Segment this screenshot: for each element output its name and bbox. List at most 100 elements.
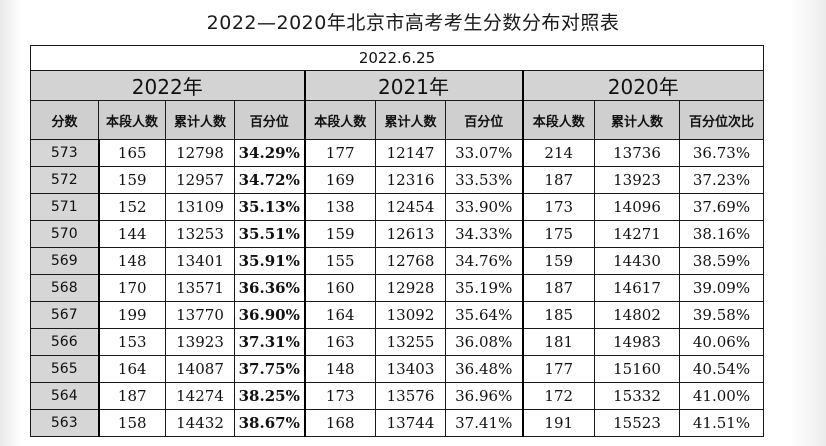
- percentile-ratio-2020-cell: 40.06%: [679, 328, 764, 356]
- percentile-2022-cell: 38.67%: [234, 409, 306, 437]
- cumulative-2022-cell: 14432: [165, 409, 235, 437]
- percentile-2021-cell: 34.33%: [445, 220, 524, 248]
- percentile-2022-cell: 37.31%: [234, 328, 306, 356]
- cumulative-2020-cell: 14802: [594, 301, 680, 329]
- cumulative-2021-cell: 12928: [375, 274, 446, 302]
- cumulative-2020-cell: 15523: [594, 409, 680, 437]
- percentile-2021-cell: 36.48%: [445, 355, 524, 383]
- cumulative-2020-cell: 14617: [594, 274, 680, 302]
- cumulative-2020-cell: 15160: [594, 355, 680, 383]
- segment-count-2020-cell: 214: [522, 139, 595, 167]
- year-header-2021: 2021年: [304, 70, 524, 101]
- segment-count-2022-cell: 152: [97, 193, 166, 221]
- cumulative-2021-cell: 13576: [375, 382, 446, 410]
- column-header-2021-cumulative: 累计人数: [375, 100, 446, 140]
- percentile-2021-cell: 35.19%: [445, 274, 524, 302]
- score-cell: 566: [30, 328, 99, 356]
- year-row: 2022年 2021年 2020年: [30, 70, 764, 101]
- column-header-2020-percentile-ratio: 百分位次比: [679, 100, 764, 140]
- percentile-2021-cell: 36.08%: [445, 328, 524, 356]
- percentile-2021-cell: 33.90%: [445, 193, 524, 221]
- score-cell: 568: [30, 274, 99, 302]
- percentile-ratio-2020-cell: 37.69%: [679, 193, 764, 221]
- percentile-2022-cell: 34.72%: [234, 166, 306, 194]
- cumulative-2021-cell: 13744: [375, 409, 446, 437]
- segment-count-2020-cell: 175: [522, 220, 595, 248]
- score-cell: 571: [30, 193, 99, 221]
- segment-count-2021-cell: 148: [304, 355, 376, 383]
- cumulative-2020-cell: 15332: [594, 382, 680, 410]
- cumulative-2022-cell: 12957: [165, 166, 235, 194]
- percentile-ratio-2020-cell: 38.59%: [679, 247, 764, 275]
- score-cell: 567: [30, 301, 99, 329]
- segment-count-2021-cell: 169: [304, 166, 376, 194]
- segment-count-2022-cell: 165: [97, 139, 166, 167]
- percentile-ratio-2020-cell: 38.16%: [679, 220, 764, 248]
- column-header-2022-percentile: 百分位: [234, 100, 306, 140]
- segment-count-2022-cell: 159: [97, 166, 166, 194]
- table-row: 573 165 12798 34.29% 177 12147 33.07% 214 13736 3…: [30, 139, 764, 167]
- segment-count-2020-cell: 191: [522, 409, 595, 437]
- segment-count-2021-cell: 138: [304, 193, 376, 221]
- percentile-2021-cell: 34.76%: [445, 247, 524, 275]
- table-row: 564 187 14274 38.25% 173 13576 36.96% 172 15332 4…: [30, 382, 764, 410]
- percentile-2021-cell: 36.96%: [445, 382, 524, 410]
- percentile-2022-cell: 35.13%: [234, 193, 306, 221]
- percentile-2022-cell: 36.90%: [234, 301, 306, 329]
- score-cell: 572: [30, 166, 99, 194]
- cumulative-2020-cell: 13923: [594, 166, 680, 194]
- cumulative-2021-cell: 12316: [375, 166, 446, 194]
- segment-count-2022-cell: 144: [97, 220, 166, 248]
- segment-count-2021-cell: 173: [304, 382, 376, 410]
- cumulative-2020-cell: 13736: [594, 139, 680, 167]
- percentile-2022-cell: 34.29%: [234, 139, 306, 167]
- segment-count-2022-cell: 153: [97, 328, 166, 356]
- column-header-score: 分数: [30, 100, 99, 140]
- cumulative-2022-cell: 13571: [165, 274, 235, 302]
- score-cell: 564: [30, 382, 99, 410]
- percentile-2021-cell: 33.53%: [445, 166, 524, 194]
- column-header-row: 分数 本段人数 累计人数 百分位 本段人数 累计人数 百分位 本段人数 累计人数…: [30, 100, 764, 140]
- column-header-2021-percentile: 百分位: [445, 100, 524, 140]
- table-row: 563 158 14432 38.67% 168 13744 37.41% 191 15523 4…: [30, 409, 764, 437]
- segment-count-2021-cell: 177: [304, 139, 376, 167]
- cumulative-2022-cell: 13401: [165, 247, 235, 275]
- segment-count-2022-cell: 148: [97, 247, 166, 275]
- column-header-2022-cumulative: 累计人数: [165, 100, 235, 140]
- percentile-2021-cell: 37.41%: [445, 409, 524, 437]
- percentile-ratio-2020-cell: 39.58%: [679, 301, 764, 329]
- table-row: 570 144 13253 35.51% 159 12613 34.33% 175 14271 3…: [30, 220, 764, 248]
- cumulative-2021-cell: 13403: [375, 355, 446, 383]
- cumulative-2020-cell: 14983: [594, 328, 680, 356]
- segment-count-2020-cell: 172: [522, 382, 595, 410]
- cumulative-2022-cell: 14274: [165, 382, 235, 410]
- year-header-2022: 2022年: [30, 70, 306, 101]
- cumulative-2021-cell: 12454: [375, 193, 446, 221]
- percentile-2022-cell: 35.91%: [234, 247, 306, 275]
- cumulative-2021-cell: 13092: [375, 301, 446, 329]
- column-header-2020-segment-count: 本段人数: [522, 100, 595, 140]
- page-title: 2022—2020年北京市高考考生分数分布对照表: [206, 12, 620, 34]
- score-cell: 563: [30, 409, 99, 437]
- segment-count-2022-cell: 164: [97, 355, 166, 383]
- cumulative-2022-cell: 13923: [165, 328, 235, 356]
- segment-count-2020-cell: 181: [522, 328, 595, 356]
- percentile-2021-cell: 33.07%: [445, 139, 524, 167]
- cumulative-2020-cell: 14096: [594, 193, 680, 221]
- column-header-2022-segment-count: 本段人数: [98, 100, 166, 140]
- percentile-ratio-2020-cell: 41.00%: [679, 382, 764, 410]
- table-row: 566 153 13923 37.31% 163 13255 36.08% 181 14983 4…: [30, 328, 764, 356]
- column-header-2020-cumulative: 累计人数: [594, 100, 680, 140]
- table-row: 567 199 13770 36.90% 164 13092 35.64% 185 14802 3…: [30, 301, 764, 329]
- cumulative-2021-cell: 12613: [375, 220, 446, 248]
- date-row: 2022.6.25: [30, 45, 764, 71]
- percentile-ratio-2020-cell: 40.54%: [679, 355, 764, 383]
- cumulative-2020-cell: 14271: [594, 220, 680, 248]
- percentile-2022-cell: 38.25%: [234, 382, 306, 410]
- score-cell: 565: [30, 355, 99, 383]
- score-cell: 573: [30, 139, 99, 167]
- segment-count-2020-cell: 177: [522, 355, 595, 383]
- segment-count-2021-cell: 159: [304, 220, 376, 248]
- segment-count-2021-cell: 160: [304, 274, 376, 302]
- table-row: 571 152 13109 35.13% 138 12454 33.90% 173 14096 3…: [30, 193, 764, 221]
